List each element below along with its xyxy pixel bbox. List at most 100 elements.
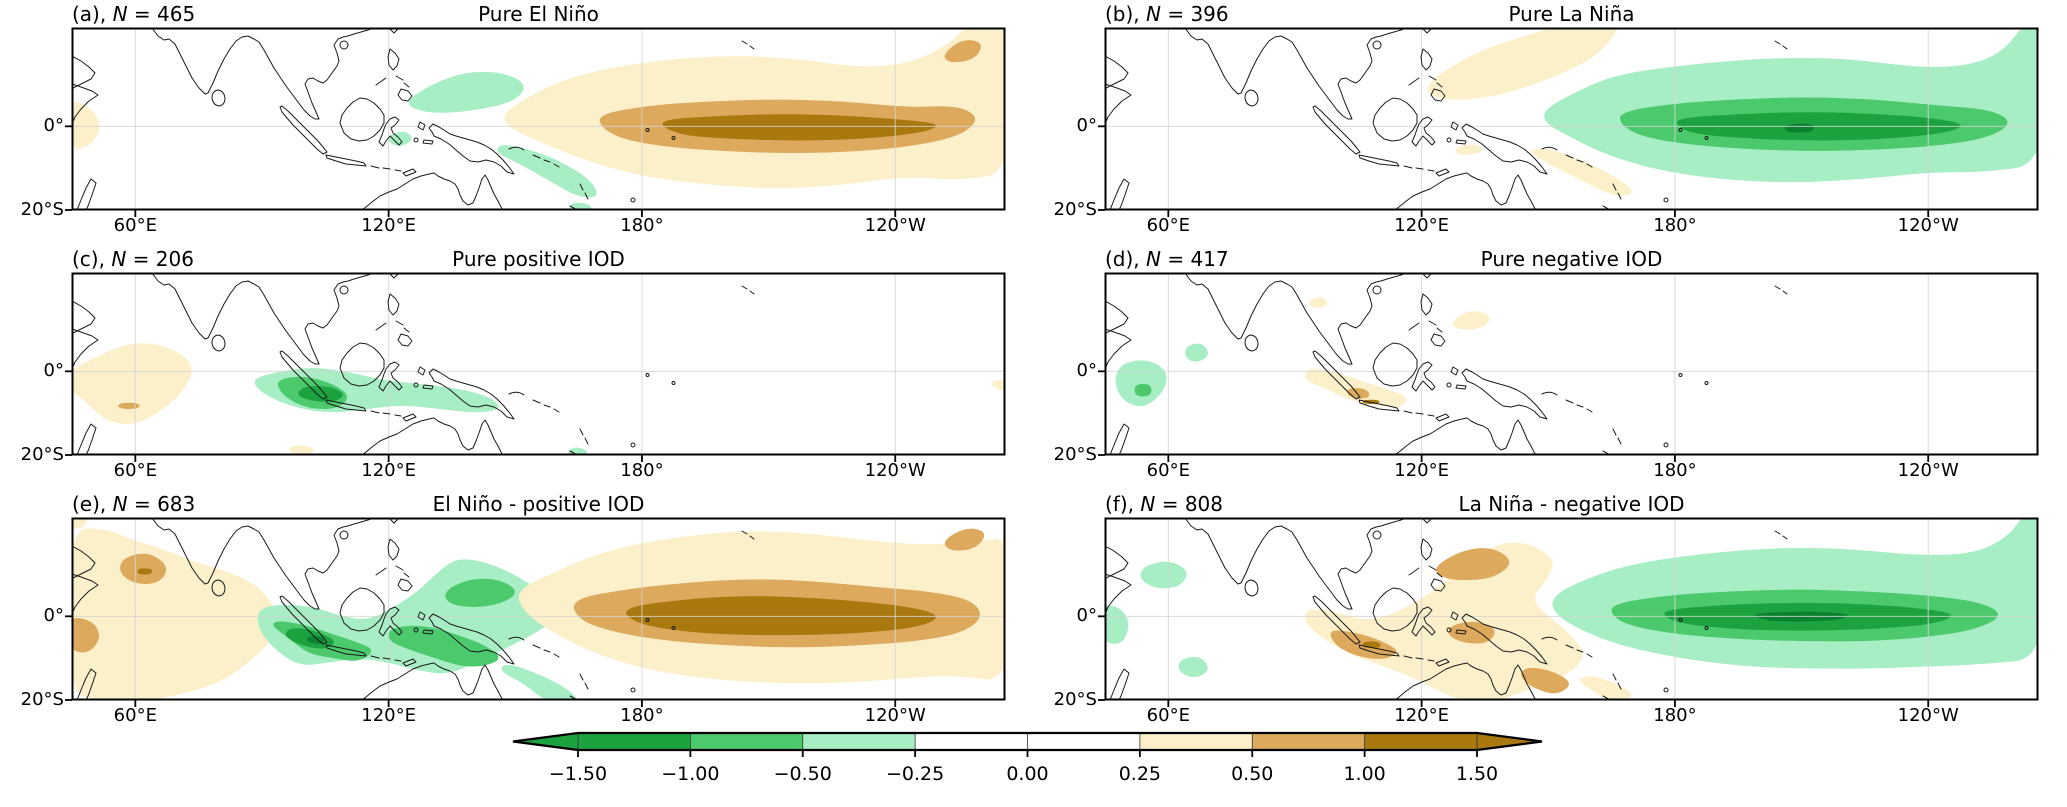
contour-region-level-1 <box>289 445 314 455</box>
colorbar-segment <box>915 733 1028 750</box>
x-tick-label: 180° <box>1653 460 1697 481</box>
x-tick-label: 60°E <box>113 215 157 236</box>
colorbar-tick-label: 0.50 <box>1231 763 1274 785</box>
colorbar-tick-label: −1.00 <box>661 763 720 785</box>
x-tick-label: 120°E <box>361 460 416 481</box>
contour-region-level-1 <box>1455 144 1483 155</box>
panel-title: La Niña - negative IOD <box>1458 492 1685 516</box>
x-tick-label: 60°E <box>113 705 157 726</box>
x-tick-label: 120°W <box>864 705 926 726</box>
map-canvas <box>65 27 1006 217</box>
x-tick-label: 120°E <box>361 705 416 726</box>
y-tick-label: 0° <box>1076 115 1097 136</box>
colorbar-segment <box>690 733 803 750</box>
contour-region-level-3 <box>626 596 936 636</box>
y-tick-label: 20°S <box>1053 444 1097 465</box>
contour-region-level--3 <box>298 386 343 402</box>
y-tick-label: 0° <box>1076 360 1097 381</box>
colorbar-outline <box>512 731 1543 752</box>
panel-a: (a), N = 465 Pure El Niño 0° 20°S 60°E 12… <box>2 0 1034 245</box>
panel-title: Pure positive IOD <box>452 247 625 271</box>
anomaly-contours <box>72 273 1005 455</box>
colorbar: −1.50 −1.00 −0.50 −0.25 0.00 0.25 0.50 1.00 1.50 <box>512 730 1554 800</box>
contour-region-level-1 <box>1305 542 1583 700</box>
panel-header: (f), N = 808 La Niña - negative IOD <box>1105 492 2038 516</box>
panel-label: (b), N = 396 <box>1105 2 1229 26</box>
panel-e: (e), N = 683 El Niño - positive IOD 0° 2… <box>2 490 1034 735</box>
colorbar-segment <box>1364 733 1477 750</box>
x-tick-label: 120°E <box>1394 705 1449 726</box>
contour-region-level-1 <box>72 518 88 529</box>
colorbar-segment <box>578 733 691 750</box>
map-a <box>65 27 1006 217</box>
y-tick-label: 0° <box>43 360 64 381</box>
panel-label: (e), N = 683 <box>72 492 196 516</box>
contour-region-level-1 <box>1309 297 1328 308</box>
x-tick-label: 180° <box>620 705 664 726</box>
x-tick-label: 60°E <box>1146 215 1190 236</box>
colorbar-tick-label: −1.50 <box>548 763 608 785</box>
contour-region-level--1 <box>1105 605 1129 644</box>
contour-region-level-2 <box>1448 621 1495 644</box>
map-d <box>1098 272 2039 462</box>
map-b <box>1098 27 2039 217</box>
panel-b: (b), N = 396 Pure La Niña 0° 20°S 60°E 12… <box>1035 0 2067 245</box>
x-tick-label: 120°E <box>361 215 416 236</box>
contour-region-level--1 <box>497 145 597 198</box>
panel-label: (f), N = 808 <box>1105 492 1223 516</box>
contour-region-level-2 <box>944 528 985 551</box>
panel-title: El Niño - positive IOD <box>432 492 645 516</box>
panel-title: Pure El Niño <box>478 2 599 26</box>
panel-title: Pure negative IOD <box>1480 247 1663 271</box>
contour-region-level--1 <box>570 202 592 210</box>
contour-region-level-2 <box>944 40 981 63</box>
x-tick-label: 120°W <box>1897 215 1959 236</box>
colorbar-tick-label: 0.25 <box>1118 763 1162 785</box>
panel-header: (c), N = 206 Pure positive IOD <box>72 247 1005 271</box>
panel-f: (f), N = 808 La Niña - negative IOD 0° 2… <box>1035 490 2067 735</box>
map-canvas <box>1098 27 2039 217</box>
panel-header: (e), N = 683 El Niño - positive IOD <box>72 492 1005 516</box>
colorbar-tick-label: 1.00 <box>1343 763 1386 785</box>
colorbar-segment <box>1139 733 1253 750</box>
y-tick-label: 20°S <box>20 199 64 220</box>
x-tick-label: 60°E <box>1146 705 1190 726</box>
contour-region-level-2 <box>118 402 140 409</box>
colorbar-tick-label: −0.50 <box>773 763 832 785</box>
x-tick-label: 180° <box>620 460 664 481</box>
contour-region-level--1 <box>1115 360 1167 407</box>
panel-label: (c), N = 206 <box>72 247 194 271</box>
panel-header: (a), N = 465 Pure El Niño <box>72 2 1005 26</box>
panel-header: (b), N = 396 Pure La Niña <box>1105 2 2038 26</box>
colorbar-tick-label: 0.00 <box>1006 763 1049 785</box>
map-f <box>1098 517 2039 707</box>
map-e <box>65 517 1006 707</box>
panel-label: (d), N = 417 <box>1105 247 1229 271</box>
map-canvas <box>65 517 1006 707</box>
contour-region-level--1 <box>1185 343 1208 362</box>
colorbar-segment <box>1027 733 1140 750</box>
panel-d: (d), N = 417 Pure negative IOD 0° 20°S 6… <box>1035 245 2067 490</box>
contour-region-level--1 <box>1178 656 1208 677</box>
contour-region-level-3 <box>662 114 937 141</box>
contour-region-level-2 <box>1436 548 1510 581</box>
contour-region-level-1 <box>1305 368 1406 408</box>
x-tick-label: 120°W <box>864 460 926 481</box>
x-tick-label: 120°W <box>1897 705 1959 726</box>
x-tick-label: 60°E <box>113 460 157 481</box>
y-tick-label: 0° <box>43 605 64 626</box>
x-tick-label: 180° <box>1653 705 1697 726</box>
contour-region-level--4 <box>1784 123 1815 133</box>
contour-region-level--1 <box>1140 561 1187 589</box>
coastline <box>1105 273 1788 455</box>
y-tick-label: 20°S <box>1053 689 1097 710</box>
y-tick-label: 0° <box>43 115 64 136</box>
x-tick-label: 60°E <box>1146 460 1190 481</box>
map-canvas <box>65 272 1006 462</box>
x-tick-label: 180° <box>1653 215 1697 236</box>
contour-region-level--2 <box>388 625 499 667</box>
panel-title: Pure La Niña <box>1508 2 1635 26</box>
x-tick-label: 180° <box>620 215 664 236</box>
anomaly-contours <box>72 28 1005 210</box>
